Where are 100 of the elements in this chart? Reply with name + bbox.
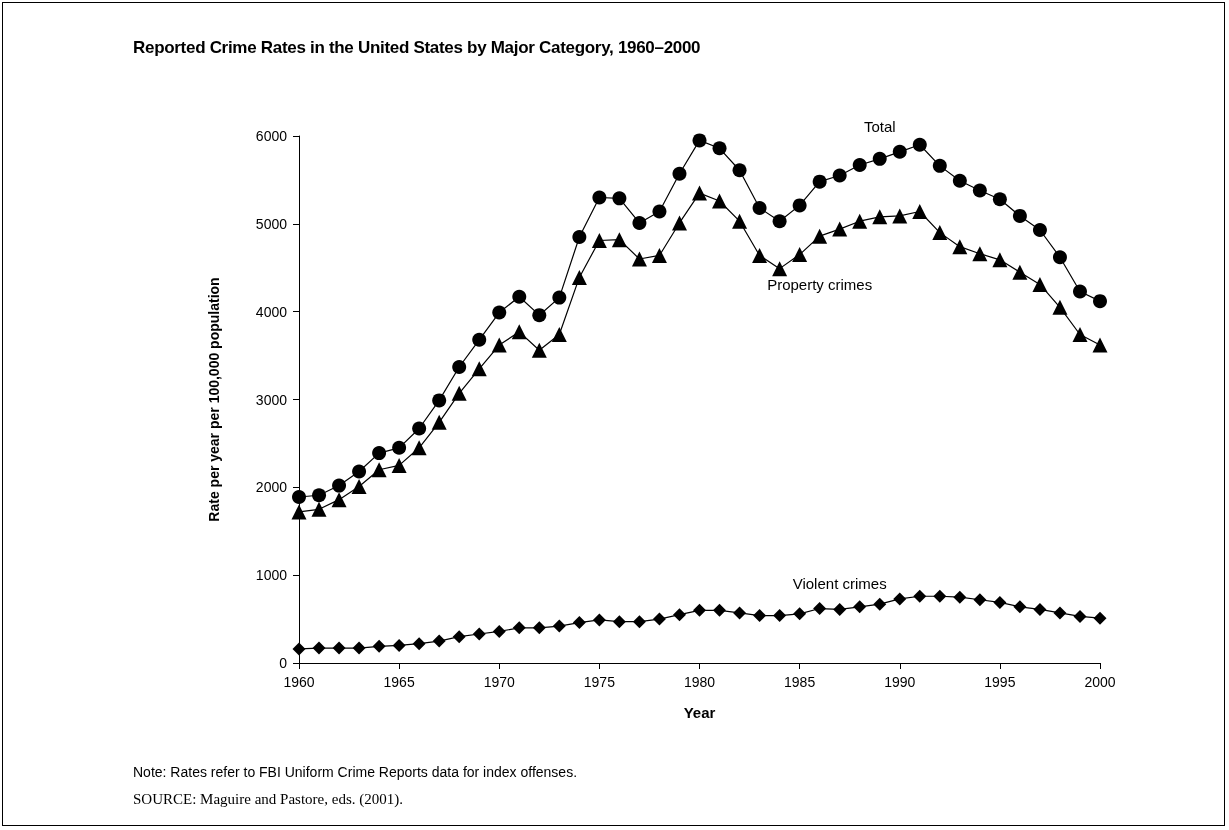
point (532, 308, 547, 323)
point (411, 440, 427, 456)
point (512, 621, 526, 635)
point (873, 597, 887, 611)
point (833, 602, 847, 616)
point (1012, 264, 1028, 280)
point (1052, 299, 1068, 315)
point (912, 204, 928, 220)
point (972, 183, 987, 198)
point (1053, 606, 1067, 620)
y-tick-label: 5000 (255, 215, 288, 232)
point (612, 191, 627, 206)
y-tick-label: 3000 (255, 391, 288, 408)
point (952, 173, 967, 188)
point (933, 589, 947, 603)
point (713, 603, 727, 617)
x-tick-label: 1995 (984, 674, 1016, 690)
point (591, 233, 607, 249)
point (672, 166, 687, 181)
point (892, 144, 907, 159)
chart-title: Reported Crime Rates in the United States by Major Category, 1960–2000 (133, 38, 701, 58)
point (752, 247, 768, 263)
point (292, 490, 306, 504)
point (1072, 284, 1087, 299)
point (652, 612, 666, 626)
point (511, 324, 527, 340)
point (733, 606, 747, 620)
point (572, 616, 586, 630)
point (432, 393, 447, 408)
series-label: Violent crimes (792, 574, 887, 592)
y-tick-label: 0 (279, 655, 288, 671)
x-tick-label: 2000 (1084, 674, 1116, 690)
point (993, 595, 1007, 609)
point (1012, 208, 1027, 223)
point (932, 225, 948, 241)
point (913, 589, 927, 603)
y-tick-label: 6000 (255, 128, 288, 144)
y-axis-title: Rate per year per 100,000 population (206, 277, 222, 522)
point (471, 361, 487, 377)
point (1033, 602, 1047, 616)
x-tick-label: 1980 (683, 674, 716, 690)
point (452, 360, 467, 374)
point (772, 214, 787, 229)
point (1092, 337, 1108, 353)
point (953, 590, 967, 604)
point (531, 342, 547, 358)
point (952, 239, 968, 255)
point (672, 608, 686, 622)
x-tick-label: 1965 (383, 674, 415, 690)
y-tick-label: 2000 (255, 479, 288, 496)
point (492, 305, 507, 320)
point (452, 630, 466, 644)
point (893, 592, 907, 606)
point (872, 209, 888, 225)
point (892, 208, 908, 224)
point (1072, 327, 1088, 342)
point (972, 246, 988, 262)
point (671, 215, 687, 231)
point (552, 619, 566, 633)
point (631, 251, 647, 267)
point (793, 607, 807, 621)
point (532, 621, 546, 635)
point (552, 290, 567, 305)
point (412, 637, 426, 651)
point (351, 478, 367, 494)
point (792, 247, 808, 263)
point (692, 185, 707, 201)
y-tick-label: 4000 (255, 303, 288, 320)
point (312, 641, 326, 655)
point (973, 593, 987, 607)
point (872, 151, 887, 166)
point (372, 446, 387, 461)
point (331, 492, 347, 508)
point (311, 501, 327, 517)
point (832, 221, 848, 237)
point (592, 613, 606, 627)
point (472, 627, 486, 641)
point (1032, 222, 1047, 237)
point (572, 230, 587, 244)
point (412, 421, 427, 436)
point (352, 464, 367, 479)
point (732, 163, 747, 178)
point (812, 174, 827, 189)
point (1093, 611, 1107, 625)
point (632, 615, 646, 629)
point (853, 600, 867, 614)
point (651, 247, 667, 263)
point (611, 232, 627, 248)
point (1093, 294, 1107, 309)
point (491, 337, 507, 353)
x-tick-label: 1985 (784, 674, 816, 690)
point (312, 488, 327, 503)
source-note: SOURCE: Maguire and Pastore, eds. (2001). (133, 791, 403, 808)
point (1032, 276, 1048, 292)
point (912, 137, 927, 152)
x-tick-label: 1975 (583, 674, 616, 690)
point (773, 609, 787, 623)
point (992, 252, 1008, 268)
series-label: Property crimes (767, 275, 873, 293)
point (712, 193, 728, 209)
